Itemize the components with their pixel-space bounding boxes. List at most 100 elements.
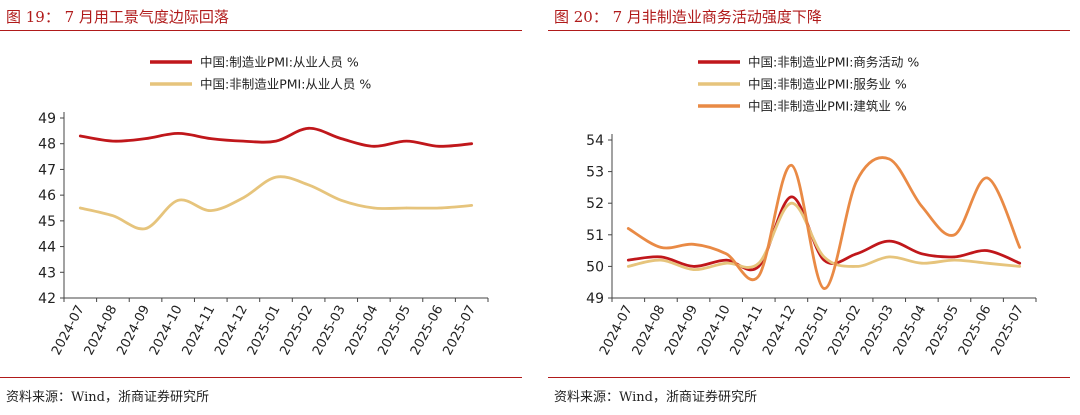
x-tick-label: 2025-07: [440, 303, 479, 358]
right-chart-panel: 图 20： 7 月非制造业商务活动强度下降 中国:非制造业PMI:商务活动 % 中…: [548, 0, 1076, 415]
series-1-point: [888, 239, 891, 243]
title-rule: [0, 30, 522, 31]
right-chart-svg: 中国:非制造业PMI:商务活动 % 中国:非制造业PMI:服务业 % 中国:非制造业…: [586, 55, 1037, 358]
source-rule: [548, 377, 1070, 378]
left-chart-svg: 中国:制造业PMI:从业人员 % 中国:非制造业PMI:从业人员 % 42 43 44 4…: [38, 55, 489, 358]
source-rule: [0, 377, 522, 378]
y-tick-label: 43: [38, 265, 56, 281]
y-tick-label: 53: [586, 165, 604, 181]
series-1-point: [242, 139, 245, 143]
series-2-point: [888, 255, 891, 259]
legend-label: 中国:非制造业PMI:建筑业 %: [748, 99, 907, 114]
series-1-point: [274, 139, 278, 143]
series-3-point: [855, 179, 858, 183]
series-1-point: [757, 265, 760, 268]
source-note: 资料来源：Wind，浙商证券研究所: [554, 390, 757, 405]
chart-title: 图 20： 7 月非制造业商务活动强度下降: [554, 8, 822, 26]
series-2-point: [470, 204, 473, 207]
series-1-point: [659, 255, 663, 259]
series-3-point: [757, 274, 760, 278]
legend: 中国:制造业PMI:从业人员 % 中国:非制造业PMI:从业人员 %: [150, 55, 371, 92]
legend-label: 中国:非制造业PMI:商务活动 %: [748, 55, 919, 70]
series-1-line: [78, 126, 474, 148]
source-note: 资料来源：Wind，浙商证券研究所: [6, 390, 209, 405]
y-tick-label: 42: [38, 291, 56, 307]
y-tick-label: 46: [38, 188, 56, 204]
y-tick-label: 52: [586, 196, 604, 212]
series-3-point: [953, 233, 956, 236]
y-tick-label: 48: [38, 137, 56, 153]
series-1-point: [307, 127, 310, 130]
y-tick-label: 45: [38, 214, 56, 230]
series-1-point: [920, 252, 924, 255]
series-1-point: [111, 139, 115, 143]
series-1-point: [340, 137, 343, 140]
series-1-point: [724, 258, 728, 262]
series-2-point: [822, 255, 826, 259]
series-3-point: [822, 287, 826, 290]
y-tick-label: 47: [38, 162, 56, 178]
y-tick-label: 54: [586, 133, 604, 149]
series-2-point: [659, 258, 663, 262]
series-3-point: [724, 252, 728, 255]
series-3-point: [985, 176, 989, 180]
legend-label: 中国:制造业PMI:从业人员 %: [200, 55, 359, 70]
series-2-point: [111, 214, 115, 217]
legend: 中国:非制造业PMI:商务活动 % 中国:非制造业PMI:服务业 % 中国:非制造业…: [698, 55, 919, 114]
series-2-point: [953, 258, 956, 262]
series-2-point: [372, 206, 376, 210]
series-1-point: [176, 132, 180, 135]
series-1-point: [79, 134, 82, 138]
series-1-point: [985, 249, 989, 252]
series-2-point: [627, 265, 630, 268]
series-2-point: [176, 199, 180, 202]
series-3-point: [888, 157, 891, 161]
series-2-point: [790, 202, 793, 205]
series-3-point: [920, 205, 924, 208]
y-tick-label: 50: [586, 259, 604, 275]
series-1-point: [405, 139, 408, 143]
series-2-point: [855, 265, 858, 268]
series-1-point: [1018, 262, 1021, 265]
series-1-point: [144, 137, 147, 140]
legend-label: 中国:非制造业PMI:服务业 %: [748, 77, 907, 92]
series-2-point: [307, 183, 310, 187]
series-1-point: [953, 255, 956, 259]
series-1-point: [209, 137, 212, 140]
series-1-point: [822, 258, 826, 262]
series-3-point: [1018, 246, 1021, 249]
series-2-point: [757, 262, 760, 265]
series-3-point: [627, 227, 630, 230]
series-1-point: [470, 142, 473, 145]
left-chart-panel: 图 19： 7 月用工景气度边际回落 中国:制造业PMI:从业人员 % 中国:非制…: [0, 0, 528, 415]
series-2-point: [437, 206, 441, 210]
series-2-point: [692, 268, 695, 271]
x-tick-label: 2025-07: [988, 303, 1027, 358]
series-2-point: [405, 206, 408, 210]
series-2-line: [78, 175, 474, 231]
series-3-point: [692, 243, 695, 246]
y-tick-label: 49: [586, 291, 604, 307]
y-tick-label: 51: [586, 228, 604, 244]
series-1-point: [437, 145, 441, 148]
series-2-point: [144, 227, 147, 230]
series-2-point: [1018, 265, 1021, 268]
series-2-point: [920, 262, 924, 265]
legend-label: 中国:非制造业PMI:从业人员 %: [200, 77, 371, 92]
series-1-point: [692, 265, 695, 268]
series-2-point: [209, 209, 212, 212]
series-2-point: [340, 199, 343, 202]
y-tick-label: 44: [38, 240, 56, 256]
series-2-point: [985, 262, 989, 265]
series-2-point: [242, 196, 245, 199]
series-2-point: [79, 206, 82, 210]
series-1-point: [855, 252, 858, 255]
series-3-point: [659, 246, 663, 249]
title-rule: [548, 30, 1070, 31]
y-tick-label: 49: [38, 111, 56, 127]
chart-title: 图 19： 7 月用工景气度边际回落: [6, 8, 229, 26]
series-2-point: [724, 262, 728, 265]
series-1-point: [627, 258, 630, 262]
series-1-point: [790, 195, 793, 199]
series-3-point: [790, 164, 793, 167]
